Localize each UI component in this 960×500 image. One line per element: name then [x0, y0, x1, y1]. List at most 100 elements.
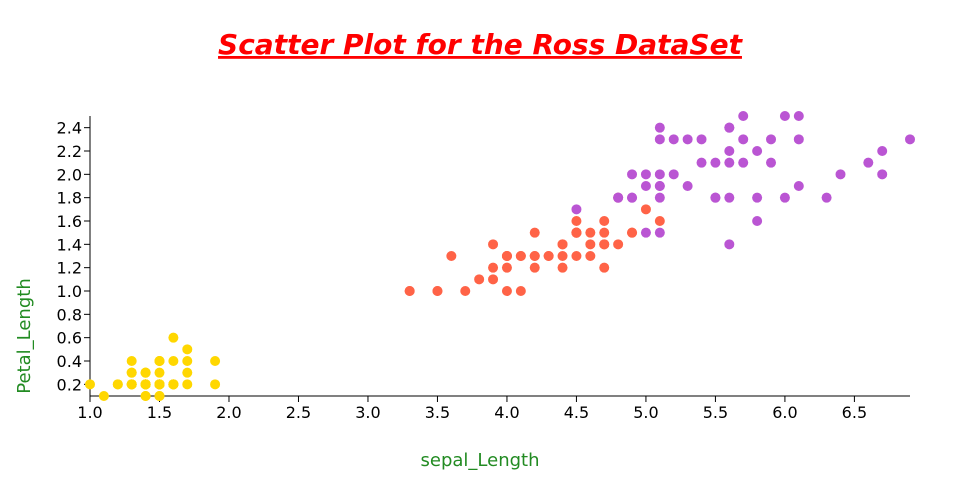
point [738, 157, 749, 168]
point [557, 262, 568, 273]
y-tick-label: 1.2 [57, 259, 82, 278]
point [863, 157, 874, 168]
x-tick-label: 6.5 [842, 403, 867, 422]
point [432, 286, 443, 296]
x-tick-label: 5.5 [703, 403, 728, 422]
point [696, 134, 707, 145]
point [529, 251, 540, 261]
point [126, 367, 137, 378]
point [752, 192, 763, 203]
point [168, 379, 179, 390]
y-tick-label: 1.0 [57, 282, 82, 301]
point [724, 192, 735, 203]
point [501, 262, 512, 273]
point [210, 356, 221, 366]
point [557, 239, 568, 250]
point [474, 274, 485, 285]
point [627, 192, 638, 203]
point [154, 356, 165, 366]
point [654, 192, 665, 203]
point [654, 216, 665, 226]
point [724, 122, 735, 133]
point [599, 216, 610, 226]
point [613, 192, 624, 203]
chart-title: Scatter Plot for the Ross DataSet [218, 28, 744, 61]
point [654, 227, 665, 238]
point [738, 134, 749, 145]
point [640, 227, 651, 238]
point [460, 286, 471, 296]
point [182, 379, 193, 390]
point [488, 239, 499, 250]
point [585, 239, 596, 250]
point [488, 274, 499, 285]
point [682, 134, 693, 145]
point [640, 169, 651, 180]
point [710, 157, 721, 168]
point [682, 181, 693, 191]
point [112, 379, 123, 390]
point [515, 251, 526, 261]
x-tick-label: 3.0 [355, 403, 380, 422]
point [724, 146, 735, 156]
point [668, 134, 679, 145]
point [168, 356, 179, 366]
point [571, 216, 582, 226]
point [627, 169, 638, 180]
point [779, 192, 790, 203]
point [710, 192, 721, 203]
point [140, 391, 151, 401]
point [571, 204, 582, 215]
point [627, 227, 638, 238]
point [766, 157, 777, 168]
point [98, 391, 109, 401]
point [210, 379, 221, 390]
point [793, 111, 804, 121]
y-tick-label: 0.2 [57, 375, 82, 394]
point [696, 157, 707, 168]
point [571, 251, 582, 261]
point [501, 286, 512, 296]
point [571, 227, 582, 238]
y-tick-label: 0.8 [57, 305, 82, 324]
point [779, 111, 790, 121]
point [821, 192, 832, 203]
point [654, 181, 665, 191]
point [154, 391, 165, 401]
x-tick-label: 6.0 [772, 403, 797, 422]
point [599, 227, 610, 238]
y-tick-label: 1.8 [57, 189, 82, 208]
point [557, 251, 568, 261]
x-tick-label: 4.5 [564, 403, 589, 422]
x-tick-label: 1.5 [147, 403, 172, 422]
point [793, 134, 804, 145]
point [85, 379, 95, 390]
point [640, 181, 651, 191]
point [599, 239, 610, 250]
x-tick-label: 1.0 [77, 403, 102, 422]
point [446, 251, 457, 261]
point [168, 332, 179, 343]
point [654, 134, 665, 145]
y-axis-label: Petal_Length [14, 278, 35, 393]
point [182, 356, 193, 366]
x-tick-label: 3.5 [425, 403, 450, 422]
x-tick-label: 2.0 [216, 403, 241, 422]
point [738, 111, 749, 121]
y-tick-label: 1.6 [57, 212, 82, 231]
point [724, 157, 735, 168]
point [154, 379, 165, 390]
y-tick-label: 1.4 [57, 235, 82, 254]
point [501, 251, 512, 261]
point [585, 251, 596, 261]
point [154, 367, 165, 378]
point [766, 134, 777, 145]
point [182, 367, 193, 378]
x-tick-label: 5.0 [633, 403, 658, 422]
point [752, 146, 763, 156]
point [668, 169, 679, 180]
point [543, 251, 554, 261]
point [529, 262, 540, 273]
point [126, 356, 137, 366]
